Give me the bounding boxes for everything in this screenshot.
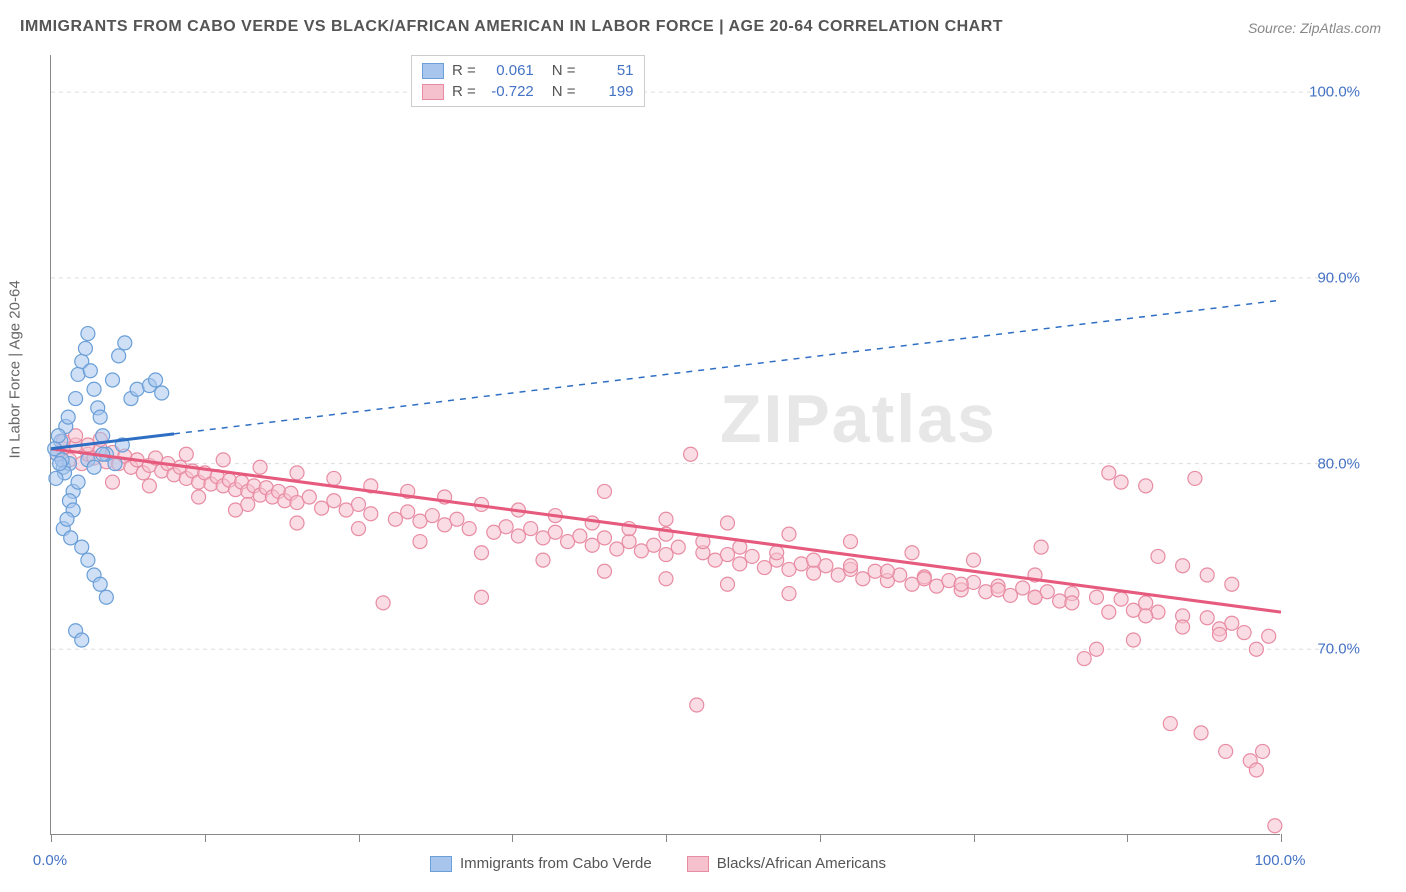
x-tick bbox=[359, 834, 360, 842]
legend-n-value-2: 199 bbox=[584, 83, 634, 100]
legend-row-series2: R = -0.722 N = 199 bbox=[422, 81, 634, 102]
legend-swatch-2 bbox=[422, 84, 444, 100]
legend-label: Blacks/African Americans bbox=[717, 855, 886, 872]
legend-bottom: Immigrants from Cabo Verde Blacks/African… bbox=[430, 855, 886, 872]
x-tick bbox=[820, 834, 821, 842]
legend-label: Immigrants from Cabo Verde bbox=[460, 855, 652, 872]
legend-n-label: N = bbox=[552, 62, 576, 79]
y-tick-label: 80.0% bbox=[1317, 455, 1360, 472]
y-tick-label: 90.0% bbox=[1317, 269, 1360, 286]
legend-n-label: N = bbox=[552, 83, 576, 100]
x-tick bbox=[974, 834, 975, 842]
y-axis-label: In Labor Force | Age 20-64 bbox=[7, 280, 24, 458]
y-tick-label: 70.0% bbox=[1317, 641, 1360, 658]
x-tick-label: 100.0% bbox=[1255, 852, 1306, 869]
x-tick bbox=[51, 834, 52, 842]
legend-swatch bbox=[687, 856, 709, 872]
legend-r-label: R = bbox=[452, 62, 476, 79]
y-tick-label: 100.0% bbox=[1309, 84, 1360, 101]
legend-n-value-1: 51 bbox=[584, 62, 634, 79]
x-tick bbox=[1127, 834, 1128, 842]
legend-r-value-2: -0.722 bbox=[484, 83, 534, 100]
correlation-legend: R = 0.061 N = 51 R = -0.722 N = 199 bbox=[411, 55, 645, 107]
x-tick-label: 0.0% bbox=[33, 852, 67, 869]
x-tick bbox=[666, 834, 667, 842]
source-attribution: Source: ZipAtlas.com bbox=[1248, 20, 1381, 36]
legend-swatch bbox=[430, 856, 452, 872]
legend-item: Immigrants from Cabo Verde bbox=[430, 855, 652, 872]
x-tick bbox=[1281, 834, 1282, 842]
legend-r-label: R = bbox=[452, 83, 476, 100]
x-tick bbox=[512, 834, 513, 842]
legend-r-value-1: 0.061 bbox=[484, 62, 534, 79]
x-tick bbox=[205, 834, 206, 842]
legend-item: Blacks/African Americans bbox=[687, 855, 886, 872]
chart-title: IMMIGRANTS FROM CABO VERDE VS BLACK/AFRI… bbox=[20, 18, 1003, 36]
legend-swatch-1 bbox=[422, 63, 444, 79]
plot-area: R = 0.061 N = 51 R = -0.722 N = 199 70.0… bbox=[50, 55, 1280, 835]
chart-canvas bbox=[51, 55, 1351, 835]
legend-row-series1: R = 0.061 N = 51 bbox=[422, 60, 634, 81]
